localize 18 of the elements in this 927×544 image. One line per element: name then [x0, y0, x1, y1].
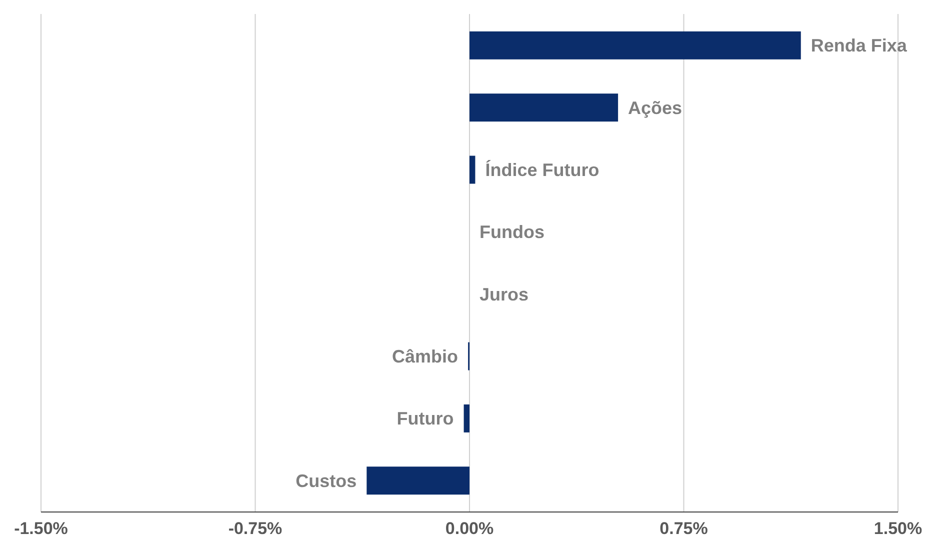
x-tick-label: -0.75%	[228, 519, 282, 538]
y-tick-label: Futuro	[396, 408, 454, 429]
bar	[464, 404, 470, 432]
bar	[470, 94, 618, 122]
y-tick-label: Juros	[480, 284, 529, 304]
y-tick-label: Fundos	[480, 222, 544, 242]
x-tick-label: 0.00%	[445, 519, 494, 538]
y-tick-label: Índice Futuro	[485, 160, 600, 180]
y-tick-label: Câmbio	[392, 346, 458, 367]
y-tick-label: Renda Fixa	[810, 36, 908, 56]
bar	[366, 466, 470, 495]
y-tick-label: Custos	[296, 470, 357, 491]
x-tick-label: -1.50%	[14, 519, 68, 538]
x-tick-label: 0.75%	[660, 519, 708, 538]
x-tick-label: 1.50%	[874, 519, 922, 538]
bar	[470, 31, 801, 60]
y-tick-label: Ações	[628, 98, 682, 118]
bar	[470, 156, 476, 184]
